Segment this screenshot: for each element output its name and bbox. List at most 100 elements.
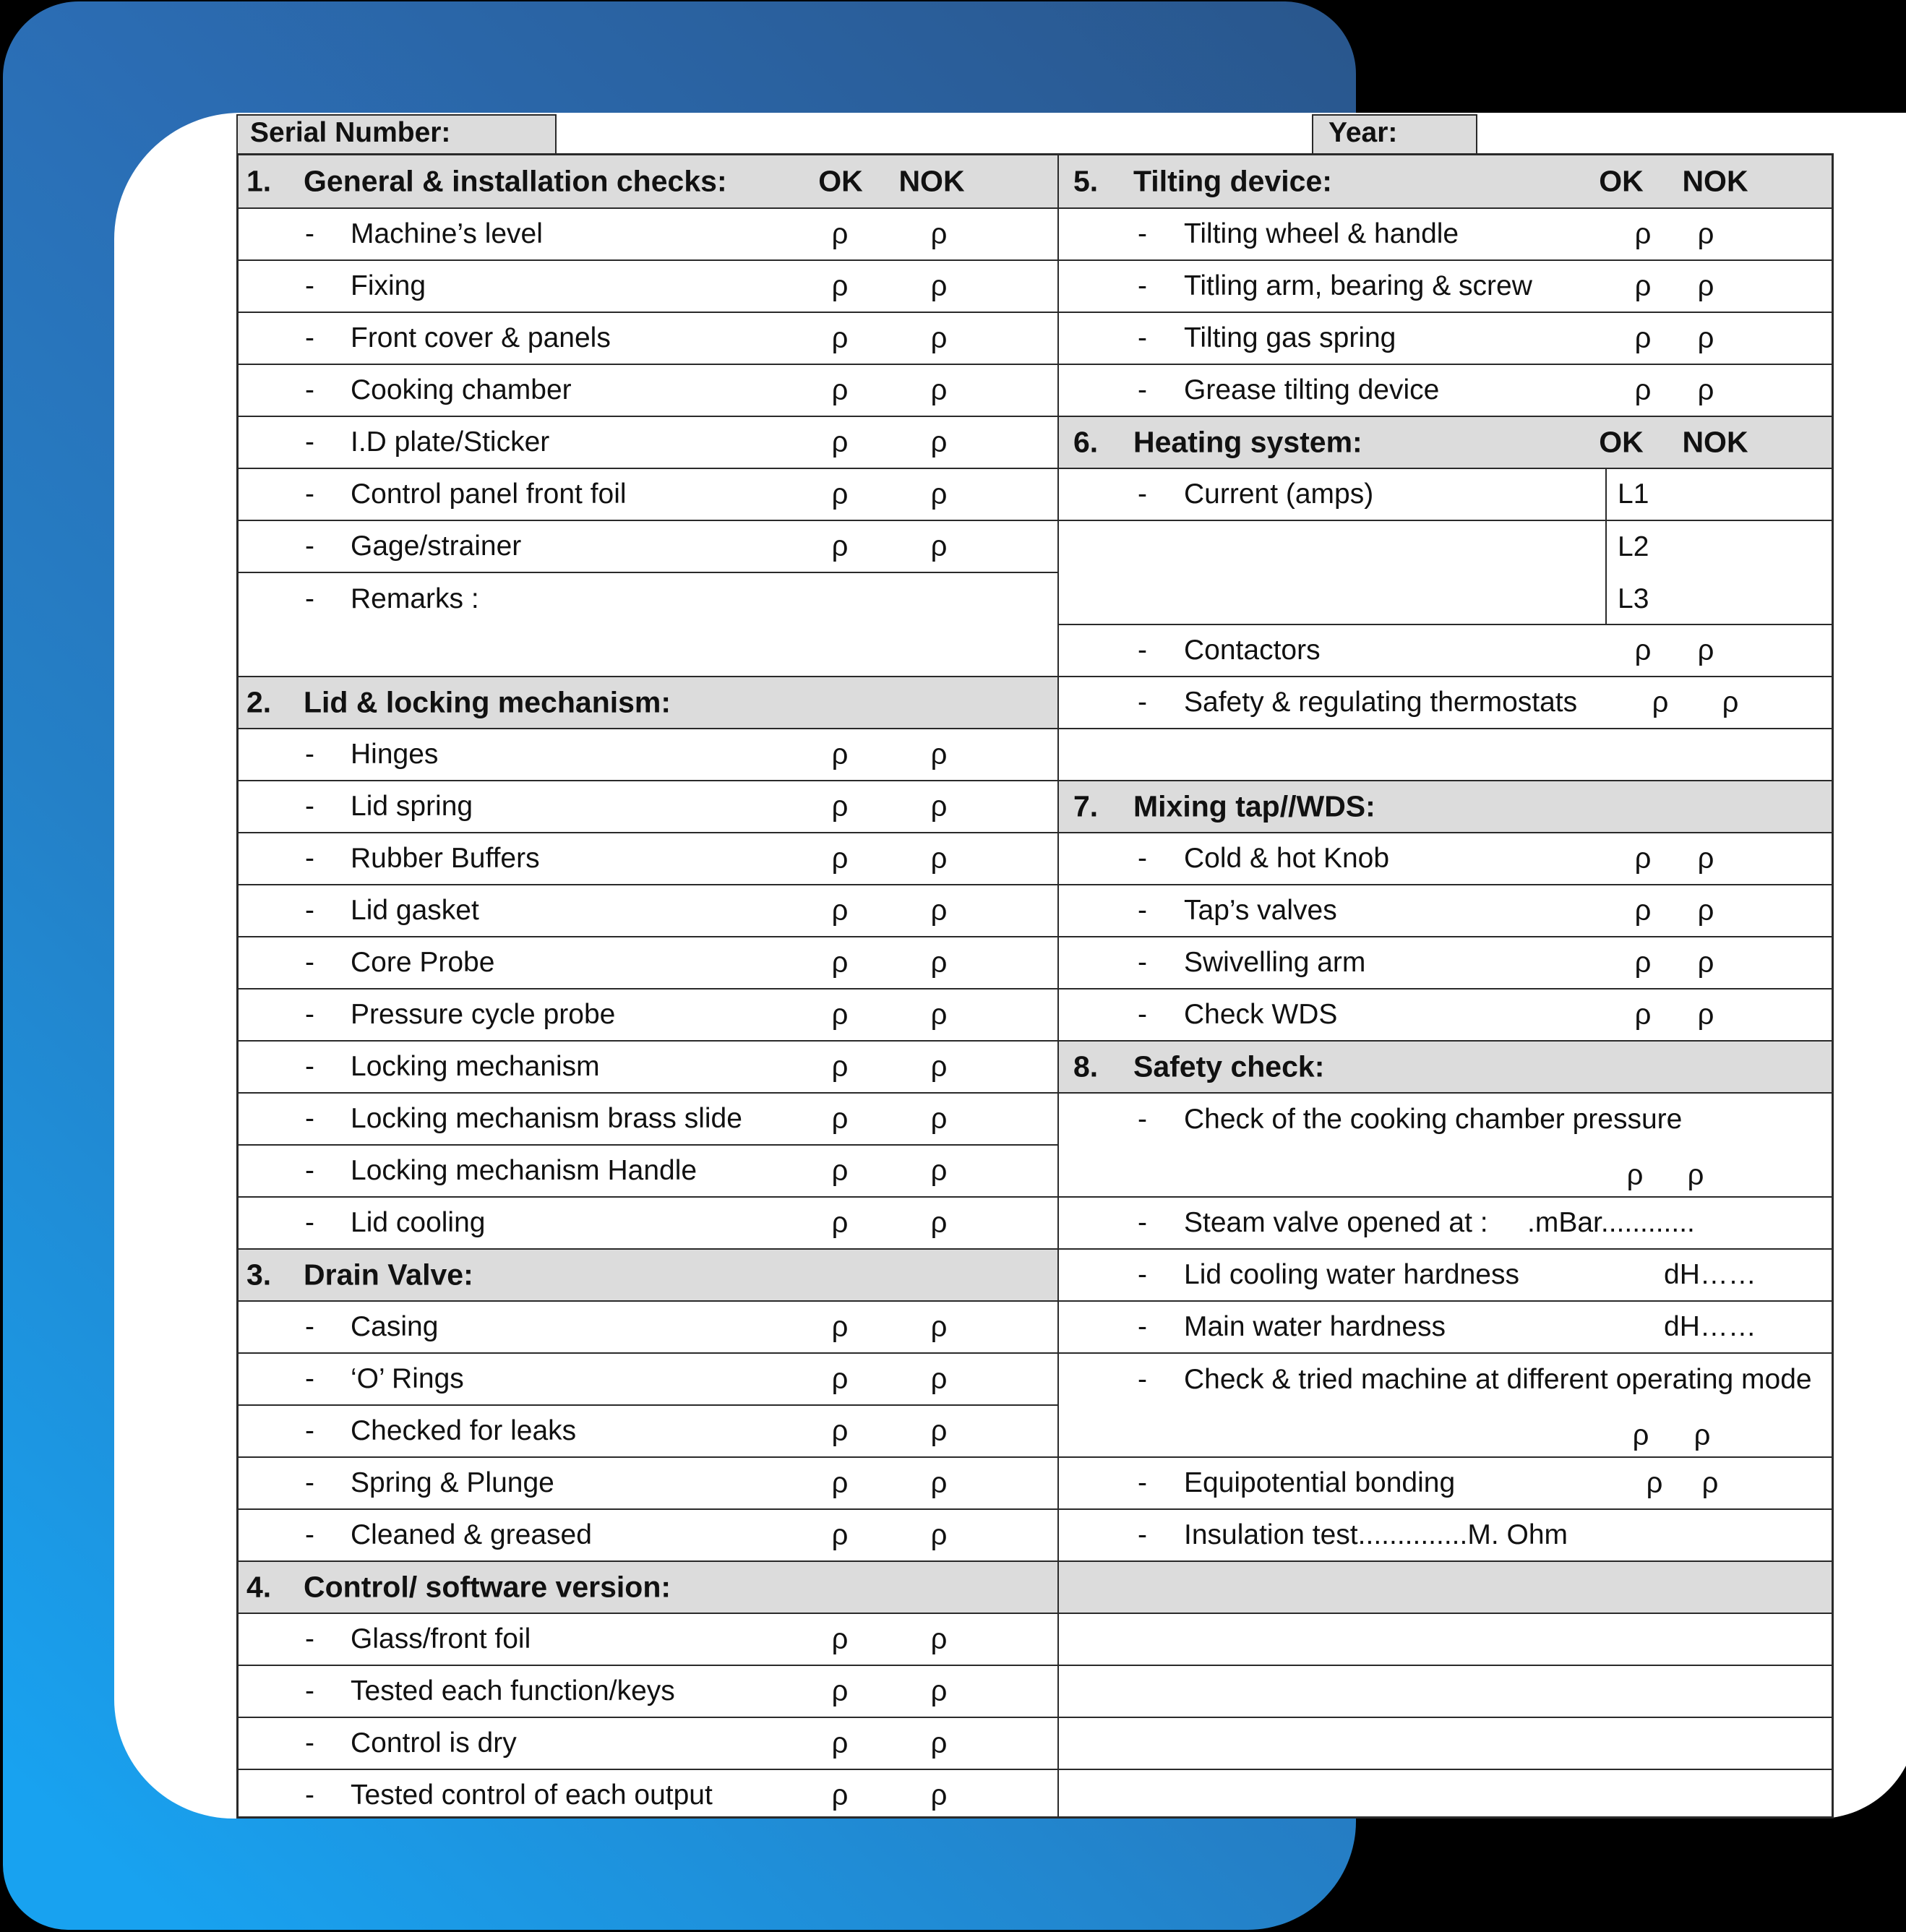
- checklist-row: - ‘O’ Rings ρ ρ: [239, 1352, 1057, 1404]
- nok-checkbox[interactable]: ρ: [1701, 1467, 1719, 1499]
- nok-checkbox[interactable]: ρ: [930, 1467, 948, 1499]
- ok-checkbox[interactable]: ρ: [831, 1623, 849, 1655]
- nok-checkbox[interactable]: ρ: [930, 1310, 948, 1343]
- checklist-row: - Rubber Buffers ρ ρ: [239, 832, 1057, 884]
- ok-checkbox[interactable]: ρ: [831, 998, 849, 1031]
- serial-number-input[interactable]: [557, 114, 1312, 155]
- nok-checkbox[interactable]: ρ: [930, 1362, 948, 1395]
- ok-checkbox[interactable]: ρ: [1634, 374, 1652, 406]
- nok-checkbox[interactable]: ρ: [930, 1414, 948, 1447]
- ok-checkbox[interactable]: ρ: [1634, 270, 1652, 302]
- ok-checkbox[interactable]: ρ: [831, 1675, 849, 1707]
- row-label: Tilting gas spring: [1184, 322, 1396, 353]
- ok-checkbox[interactable]: ρ: [831, 1310, 849, 1343]
- nok-checkbox[interactable]: ρ: [1697, 842, 1714, 875]
- current-value-label: L1: [1618, 478, 1649, 510]
- row-label: Casing: [351, 1311, 439, 1342]
- nok-checkbox[interactable]: ρ: [1697, 998, 1714, 1031]
- nok-checkbox[interactable]: ρ: [930, 738, 948, 770]
- ok-checkbox[interactable]: ρ: [831, 738, 849, 770]
- nok-checkbox[interactable]: ρ: [930, 1206, 948, 1239]
- ok-checkbox[interactable]: ρ: [831, 322, 849, 354]
- nok-checkbox[interactable]: ρ: [930, 1779, 948, 1811]
- dash: -: [305, 478, 314, 510]
- ok-checkbox[interactable]: ρ: [831, 374, 849, 406]
- ok-checkbox[interactable]: ρ: [1634, 322, 1652, 354]
- section-number: 7.: [1073, 789, 1099, 823]
- section-number: 3.: [246, 1258, 272, 1292]
- ok-checkbox[interactable]: ρ: [831, 1727, 849, 1759]
- ok-checkbox[interactable]: ρ: [831, 842, 849, 875]
- ok-checkbox[interactable]: ρ: [831, 894, 849, 927]
- dash: -: [305, 1363, 314, 1394]
- nok-checkbox[interactable]: ρ: [1697, 894, 1714, 927]
- year-label: Year:: [1328, 117, 1398, 148]
- ok-checkbox[interactable]: ρ: [831, 1050, 849, 1083]
- ok-checkbox[interactable]: ρ: [831, 946, 849, 979]
- nok-checkbox[interactable]: ρ: [930, 1519, 948, 1551]
- ok-checkbox[interactable]: ρ: [831, 790, 849, 823]
- ok-checkbox[interactable]: ρ: [1634, 634, 1652, 666]
- ok-checkbox[interactable]: ρ: [1632, 1419, 1649, 1451]
- ok-checkbox[interactable]: ρ: [831, 1154, 849, 1187]
- nok-checkbox[interactable]: ρ: [1687, 1159, 1704, 1191]
- ok-checkbox[interactable]: ρ: [831, 1362, 849, 1395]
- nok-checkbox[interactable]: ρ: [1697, 322, 1714, 354]
- nok-checkbox[interactable]: ρ: [930, 1050, 948, 1083]
- nok-checkbox[interactable]: ρ: [1693, 1419, 1711, 1451]
- nok-checkbox[interactable]: ρ: [1697, 634, 1714, 666]
- nok-checkbox[interactable]: ρ: [930, 998, 948, 1031]
- ok-checkbox[interactable]: ρ: [831, 1102, 849, 1135]
- nok-checkbox[interactable]: ρ: [930, 478, 948, 510]
- ok-checkbox[interactable]: ρ: [831, 218, 849, 250]
- row-label: Check WDS: [1184, 999, 1338, 1030]
- row-label: Lid cooling: [351, 1207, 486, 1238]
- ok-checkbox[interactable]: ρ: [831, 1206, 849, 1239]
- ok-checkbox[interactable]: ρ: [1652, 686, 1669, 718]
- section-number: 2.: [246, 685, 272, 719]
- nok-checkbox[interactable]: ρ: [1697, 218, 1714, 250]
- ok-checkbox[interactable]: ρ: [831, 270, 849, 302]
- row-label: Remarks :: [351, 583, 479, 614]
- dash: -: [1138, 1104, 1147, 1135]
- ok-checkbox[interactable]: ρ: [831, 530, 849, 562]
- nok-checkbox[interactable]: ρ: [930, 1727, 948, 1759]
- nok-checkbox[interactable]: ρ: [930, 218, 948, 250]
- nok-checkbox[interactable]: ρ: [930, 426, 948, 458]
- nok-checkbox[interactable]: ρ: [930, 374, 948, 406]
- nok-checkbox[interactable]: ρ: [930, 842, 948, 875]
- ok-checkbox[interactable]: ρ: [1626, 1159, 1644, 1191]
- dash: -: [305, 1103, 314, 1134]
- ok-checkbox[interactable]: ρ: [1634, 218, 1652, 250]
- nok-checkbox[interactable]: ρ: [930, 946, 948, 979]
- checklist-row: - Tap’s valves ρ ρ: [1059, 884, 1832, 936]
- ok-checkbox[interactable]: ρ: [831, 1467, 849, 1499]
- ok-checkbox[interactable]: ρ: [831, 1414, 849, 1447]
- ok-checkbox[interactable]: ρ: [831, 1519, 849, 1551]
- nok-checkbox[interactable]: ρ: [1697, 374, 1714, 406]
- nok-checkbox[interactable]: ρ: [1697, 946, 1714, 979]
- checklist-row: - Check & tried machine at different oper…: [1059, 1352, 1832, 1456]
- dash: -: [305, 843, 314, 874]
- nok-checkbox[interactable]: ρ: [1697, 270, 1714, 302]
- ok-checkbox[interactable]: ρ: [1634, 998, 1652, 1031]
- nok-checkbox[interactable]: ρ: [1722, 686, 1739, 718]
- nok-checkbox[interactable]: ρ: [930, 270, 948, 302]
- nok-checkbox[interactable]: ρ: [930, 1154, 948, 1187]
- nok-checkbox[interactable]: ρ: [930, 530, 948, 562]
- ok-checkbox[interactable]: ρ: [1634, 894, 1652, 927]
- nok-checkbox[interactable]: ρ: [930, 790, 948, 823]
- ok-checkbox[interactable]: ρ: [831, 478, 849, 510]
- nok-checkbox[interactable]: ρ: [930, 322, 948, 354]
- nok-checkbox[interactable]: ρ: [930, 1102, 948, 1135]
- nok-checkbox[interactable]: ρ: [930, 1623, 948, 1655]
- ok-checkbox[interactable]: ρ: [1646, 1467, 1663, 1499]
- nok-checkbox[interactable]: ρ: [930, 894, 948, 927]
- nok-checkbox[interactable]: ρ: [930, 1675, 948, 1707]
- ok-checkbox[interactable]: ρ: [1634, 946, 1652, 979]
- ok-checkbox[interactable]: ρ: [831, 1779, 849, 1811]
- ok-checkbox[interactable]: ρ: [831, 426, 849, 458]
- ok-checkbox[interactable]: ρ: [1634, 842, 1652, 875]
- checklist-row: - Lid cooling ρ ρ: [239, 1196, 1057, 1248]
- year-input[interactable]: [1477, 114, 1834, 155]
